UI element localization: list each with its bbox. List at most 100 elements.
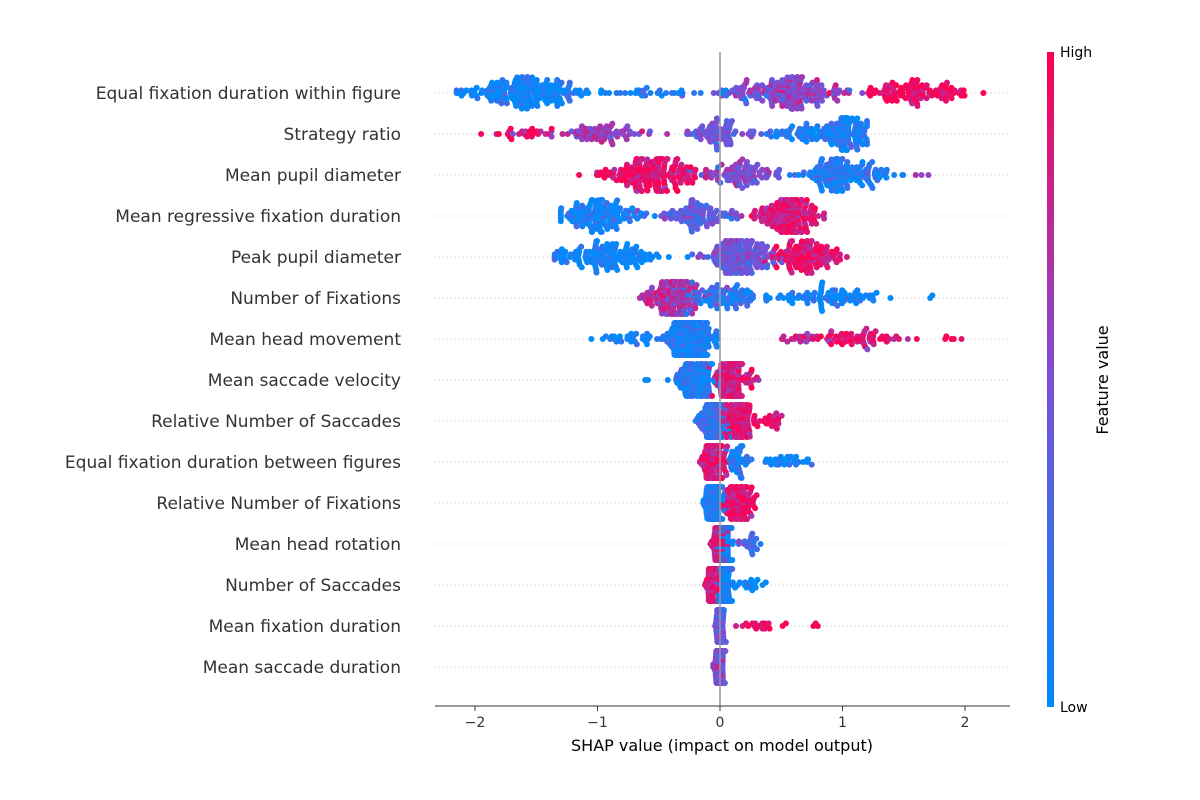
shap-point [786, 172, 793, 178]
shap-point [752, 505, 759, 512]
shap-point [769, 77, 775, 83]
shap-point [863, 325, 870, 332]
shap-point [798, 229, 805, 235]
shap-point [828, 341, 835, 348]
shap-point [633, 341, 640, 348]
shap-point [729, 598, 736, 604]
shap-point [744, 302, 751, 309]
shap-point [558, 79, 565, 86]
shap-point [748, 384, 755, 391]
shap-point [691, 90, 698, 96]
shap-point [495, 131, 502, 137]
shap-point [728, 215, 735, 222]
shap-point [743, 100, 750, 107]
shap-point [529, 74, 536, 81]
shap-point [723, 472, 730, 478]
shap-point [864, 346, 871, 353]
shap-point [759, 241, 766, 247]
shap-point [780, 333, 787, 340]
shap-point [623, 264, 630, 271]
shap-point [697, 300, 704, 307]
shap-point [730, 538, 737, 545]
shap-point [819, 279, 826, 286]
shap-point [754, 423, 761, 430]
shap-point [749, 530, 756, 537]
shap-point [724, 284, 730, 291]
shap-point [858, 120, 865, 127]
shap-point [843, 254, 850, 260]
shap-point [929, 292, 936, 299]
shap-point [576, 87, 583, 94]
shap-point [789, 289, 796, 296]
shap-point [833, 246, 840, 253]
shap-point [836, 87, 843, 94]
shap-point [799, 74, 806, 80]
shap-point [558, 205, 565, 212]
shap-point [789, 238, 796, 244]
feature-label: Mean regressive fixation duration [115, 207, 401, 227]
shap-point [752, 584, 759, 591]
shap-point [655, 254, 662, 260]
shap-point [613, 226, 620, 232]
shap-point [647, 128, 653, 135]
shap-point [576, 172, 583, 178]
shap-point [864, 141, 870, 148]
shap-point [733, 210, 740, 217]
shap-point [604, 226, 611, 232]
shap-point [958, 336, 965, 342]
shap-point [623, 136, 630, 143]
shap-point [923, 95, 930, 102]
shap-point [616, 333, 623, 340]
shap-point [643, 210, 650, 217]
shap-point [847, 177, 854, 184]
shap-point [739, 361, 746, 367]
shap-point [573, 200, 580, 206]
shap-point [729, 118, 735, 124]
shap-point [732, 128, 739, 135]
shap-point [886, 336, 893, 342]
shap-point [709, 393, 716, 399]
shap-point [758, 174, 765, 181]
shap-point [754, 161, 761, 168]
shap-point [585, 90, 592, 96]
shap-point [773, 410, 780, 417]
shap-point [832, 82, 839, 89]
shap-point [764, 243, 771, 250]
shap-point [729, 557, 736, 563]
shap-point [773, 243, 780, 250]
shap-point [727, 141, 734, 148]
shap-point [578, 264, 585, 271]
shap-point [828, 141, 835, 148]
shap-point [815, 213, 822, 219]
feature-label: Mean saccade velocity [208, 371, 401, 391]
shap-point [705, 325, 712, 332]
shap-point [876, 174, 883, 181]
shap-point [649, 284, 655, 291]
shap-point [743, 182, 750, 189]
shap-point [904, 336, 911, 342]
shap-point [713, 207, 720, 214]
shap-point [844, 159, 851, 165]
feature-label: Number of Saccades [225, 576, 401, 596]
shap-point [748, 513, 755, 519]
shap-point [624, 182, 631, 189]
shap-point [705, 343, 712, 350]
shap-point [674, 188, 681, 194]
shap-point [837, 251, 843, 258]
shap-point [474, 95, 481, 102]
shap-point [748, 456, 755, 463]
shap-point [749, 551, 756, 558]
shap-points [453, 74, 987, 686]
shap-point [589, 229, 596, 235]
shap-point [854, 287, 861, 294]
shap-point [872, 328, 879, 335]
shap-point [883, 166, 890, 173]
shap-point [961, 92, 968, 99]
shap-point [812, 205, 818, 212]
shap-point [878, 166, 885, 173]
shap-point [704, 320, 711, 326]
shap-point [658, 92, 665, 99]
shap-point [544, 100, 551, 107]
shap-point [951, 87, 958, 94]
shap-point [808, 461, 815, 468]
